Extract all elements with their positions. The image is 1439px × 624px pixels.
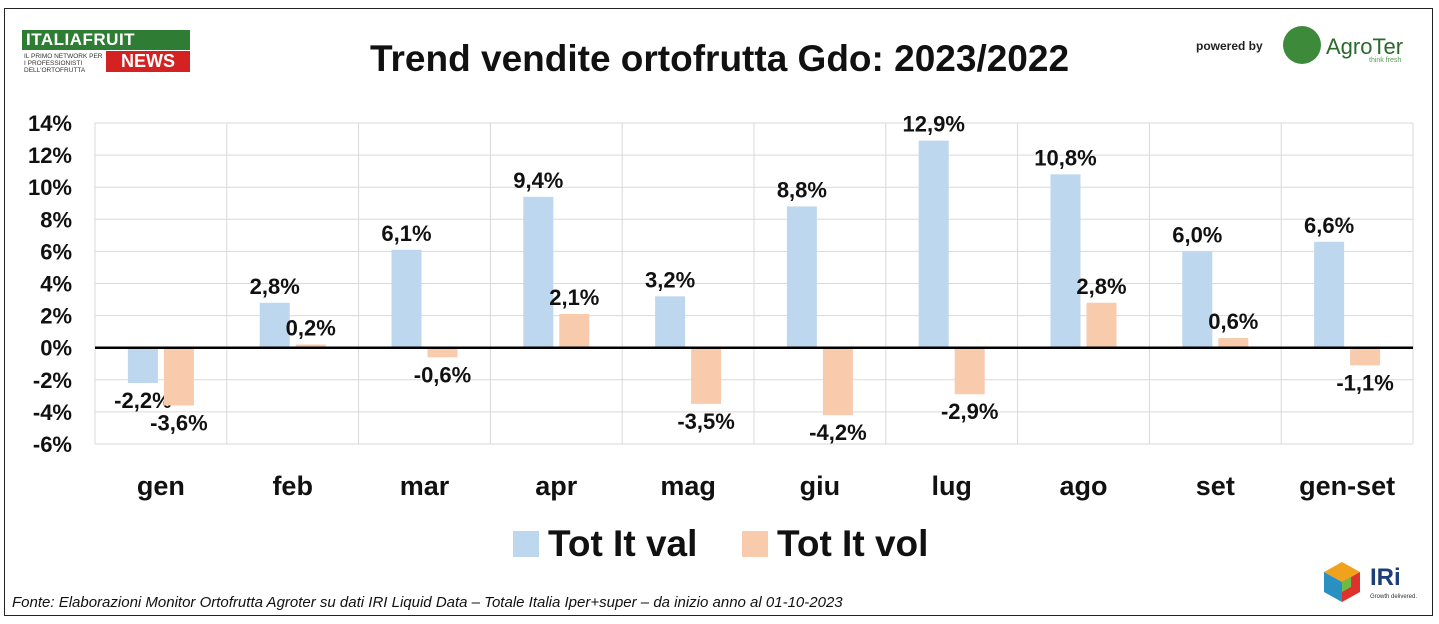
bar-vol bbox=[1218, 338, 1249, 348]
y-tick-label: 2% bbox=[40, 304, 72, 329]
data-label-val: 6,1% bbox=[381, 221, 431, 246]
bar-val bbox=[1314, 241, 1345, 348]
data-label-vol: -0,6% bbox=[414, 362, 471, 387]
iri-logo-name: IRi bbox=[1370, 564, 1401, 591]
bar-val bbox=[1182, 251, 1213, 348]
data-label-vol: 2,8% bbox=[1076, 274, 1126, 299]
bar-vol bbox=[295, 344, 326, 348]
y-tick-label: 6% bbox=[40, 239, 72, 264]
x-category-label: ago bbox=[1059, 471, 1107, 501]
bar-vol bbox=[1350, 347, 1381, 366]
bar-val bbox=[391, 249, 422, 348]
y-tick-label: 10% bbox=[28, 175, 72, 200]
iri-logo: IRi Growth delivered. bbox=[1322, 560, 1422, 606]
bar-val bbox=[127, 347, 158, 384]
bar-vol bbox=[954, 347, 985, 395]
chart-legend: Tot It val Tot It vol bbox=[0, 522, 1439, 568]
bar-vol bbox=[427, 347, 458, 358]
x-category-label: feb bbox=[272, 471, 313, 501]
data-label-vol: -2,9% bbox=[941, 399, 998, 424]
x-category-label: lug bbox=[931, 471, 972, 501]
legend-swatch-val bbox=[513, 531, 539, 557]
data-label-vol: 0,2% bbox=[286, 315, 336, 340]
y-tick-label: -2% bbox=[33, 368, 72, 393]
bar-val bbox=[523, 196, 554, 348]
y-tick-label: -6% bbox=[33, 432, 72, 457]
italiafruit-logo: ITALIAFRUIT IL PRIMO NETWORK PER I PROFE… bbox=[22, 30, 192, 74]
x-category-label: gen bbox=[137, 471, 185, 501]
bar-vol bbox=[1086, 302, 1117, 348]
y-tick-label: 4% bbox=[40, 272, 72, 297]
bar-val bbox=[918, 140, 949, 348]
source-note: Fonte: Elaborazioni Monitor Ortofrutta A… bbox=[12, 594, 843, 611]
agroter-logo: AgroTer think fresh bbox=[1283, 24, 1413, 70]
x-category-label: mar bbox=[400, 471, 450, 501]
data-label-val: 2,8% bbox=[250, 274, 300, 299]
italiafruit-logo-subtitle: IL PRIMO NETWORK PER I PROFESSIONISTI DE… bbox=[24, 53, 103, 74]
iri-cube-icon bbox=[1324, 562, 1360, 602]
data-label-val: 6,6% bbox=[1304, 213, 1354, 238]
tree-icon bbox=[1283, 26, 1321, 64]
data-label-vol: -3,6% bbox=[150, 410, 207, 435]
chart-title: Trend vendite ortofrutta Gdo: 2023/2022 bbox=[369, 38, 1070, 79]
y-tick-label: 14% bbox=[28, 111, 72, 136]
data-label-val: 3,2% bbox=[645, 267, 695, 292]
data-label-val: -2,2% bbox=[114, 388, 171, 413]
y-tick-label: 0% bbox=[40, 336, 72, 361]
y-tick-label: 8% bbox=[40, 207, 72, 232]
x-category-label: gen-set bbox=[1299, 471, 1395, 501]
bar-val bbox=[786, 206, 817, 348]
bar-val bbox=[1050, 174, 1081, 348]
italiafruit-logo-news: NEWS bbox=[106, 51, 190, 72]
data-label-vol: -1,1% bbox=[1336, 370, 1393, 395]
bar-vol bbox=[691, 347, 722, 404]
x-category-label: mag bbox=[660, 471, 716, 501]
bar-val bbox=[655, 296, 686, 348]
agroter-logo-name: AgroTer bbox=[1326, 34, 1404, 59]
bar-vol bbox=[559, 313, 590, 348]
bar-vol bbox=[163, 347, 194, 406]
data-label-val: 9,4% bbox=[513, 168, 563, 193]
legend-label-vol: Tot It vol bbox=[777, 523, 929, 564]
data-label-vol: 0,6% bbox=[1208, 309, 1258, 334]
data-label-vol: -4,2% bbox=[809, 420, 866, 445]
data-label-val: 12,9% bbox=[903, 112, 965, 137]
data-label-vol: -3,5% bbox=[677, 409, 734, 434]
y-tick-label: -4% bbox=[33, 400, 72, 425]
powered-by-label: powered by bbox=[1196, 39, 1263, 53]
agroter-logo-tagline: think fresh bbox=[1369, 57, 1402, 64]
legend-label-val: Tot It val bbox=[548, 523, 698, 564]
data-label-val: 8,8% bbox=[777, 177, 827, 202]
x-category-label: set bbox=[1196, 471, 1235, 501]
bar-val bbox=[259, 302, 290, 348]
data-label-val: 6,0% bbox=[1172, 222, 1222, 247]
iri-logo-tagline: Growth delivered. bbox=[1370, 594, 1418, 600]
italiafruit-logo-text: ITALIAFRUIT bbox=[22, 30, 190, 50]
data-label-val: 10,8% bbox=[1034, 145, 1096, 170]
x-category-label: apr bbox=[535, 471, 578, 501]
y-tick-label: 12% bbox=[28, 143, 72, 168]
x-category-label: giu bbox=[800, 471, 841, 501]
legend-swatch-vol bbox=[742, 531, 768, 557]
data-label-vol: 2,1% bbox=[549, 285, 599, 310]
bar-vol bbox=[822, 347, 853, 416]
